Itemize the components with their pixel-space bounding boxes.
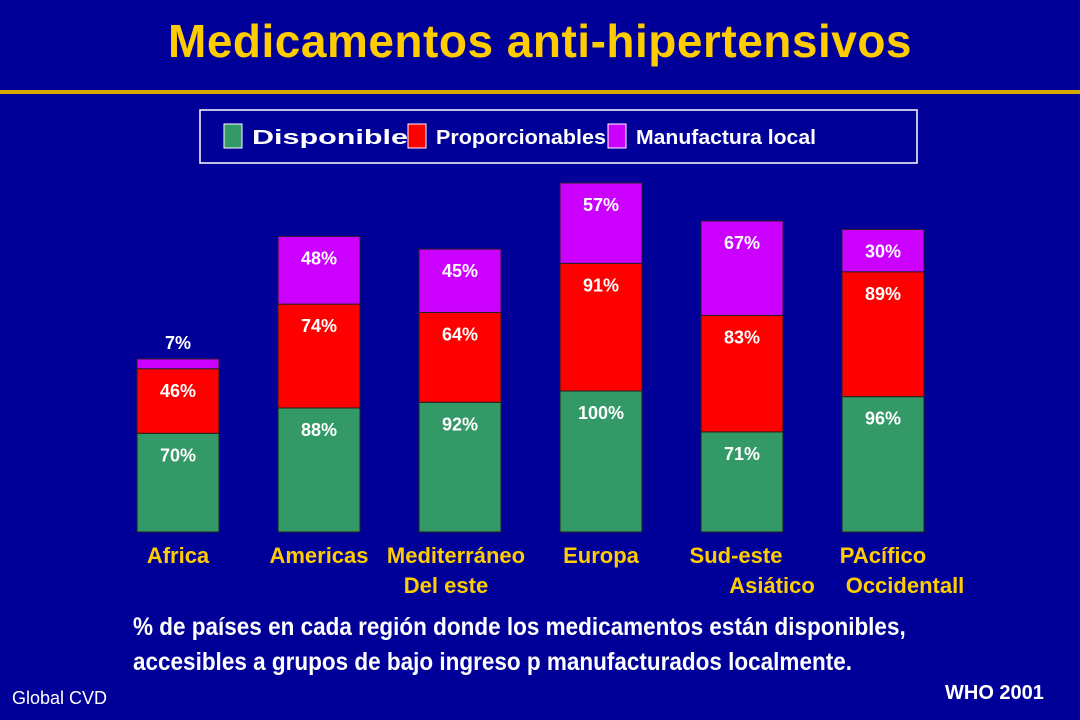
- legend-label-1: Disponible: [252, 127, 408, 149]
- footer-source-right: WHO 2001: [945, 682, 1044, 704]
- category-label-5-line-2: Asiático: [729, 573, 815, 598]
- legend-box: [199, 109, 918, 164]
- stacked-bar-chart: Disponible Proporcionables Manufactura loc…: [136, 109, 965, 598]
- category-label-6-line-2: Occidentall: [846, 573, 965, 598]
- bar-6-segment-1: [841, 396, 925, 533]
- bar-1-label-3: 7%: [165, 333, 191, 353]
- bar-4-segment-1: [559, 390, 643, 533]
- bar-2-label-1: 88%: [301, 420, 337, 440]
- bar-2-label-2: 74%: [301, 316, 337, 336]
- category-label-6-line-1: PAcífico: [840, 543, 926, 568]
- bar-5-segment-3: [700, 220, 784, 316]
- bar-6-segment-3: [841, 228, 925, 273]
- bar-5-label-3: 67%: [724, 233, 760, 253]
- bar-1-segment-2: [136, 368, 220, 434]
- category-label-4-line-1: Europa: [563, 543, 640, 568]
- category-label-3-line-2: Del este: [404, 573, 488, 598]
- bar-3-segment-1: [418, 401, 502, 533]
- bar-2-segment-1: [277, 407, 361, 533]
- legend-swatch-3: [607, 123, 627, 149]
- bar-5-label-1: 71%: [724, 444, 760, 464]
- bar-6-label-2: 89%: [865, 284, 901, 304]
- bar-2-label-3: 48%: [301, 248, 337, 268]
- bar-2-segment-2: [277, 303, 361, 409]
- legend-swatch-2: [407, 123, 427, 149]
- bar-4-label-1: 100%: [578, 403, 624, 423]
- bar-3-segment-3: [418, 248, 502, 313]
- bar-6-segment-2: [841, 271, 925, 398]
- legend-label-2: Proporcionables: [436, 127, 606, 149]
- caption-line-1: % de países en cada región donde los med…: [133, 613, 906, 641]
- page-title: Medicamentos anti-hipertensivos: [168, 15, 912, 67]
- bar-4-label-2: 91%: [583, 275, 619, 295]
- bar-6-label-1: 96%: [865, 409, 901, 429]
- category-label-5-line-1: Sud-este: [690, 543, 783, 568]
- bar-1-label-1: 70%: [160, 445, 196, 465]
- bar-4-segment-3: [559, 182, 643, 264]
- chart-caption: % de países en cada región donde los med…: [133, 610, 961, 680]
- bar-1-segment-1: [136, 432, 220, 533]
- bar-1-label-2: 46%: [160, 381, 196, 401]
- caption-line-2: accesibles a grupos de bajo ingreso p ma…: [133, 648, 852, 676]
- title-divider: [0, 90, 1080, 94]
- category-label-2-line-1: Americas: [269, 543, 368, 568]
- bar-1-segment-3: [136, 358, 220, 370]
- bar-2-segment-3: [277, 235, 361, 305]
- bar-5-segment-1: [700, 431, 784, 533]
- legend-swatch-1: [223, 123, 243, 149]
- bar-3-label-1: 92%: [442, 414, 478, 434]
- bar-4-label-3: 57%: [583, 195, 619, 215]
- category-label-3-line-1: Mediterráneo: [387, 543, 525, 568]
- legend-label-3: Manufactura local: [636, 127, 816, 149]
- bar-3-label-2: 64%: [442, 324, 478, 344]
- bar-3-segment-2: [418, 311, 502, 403]
- category-label-1-line-1: Africa: [147, 543, 210, 568]
- bar-5-label-2: 83%: [724, 327, 760, 347]
- bar-5-segment-2: [700, 314, 784, 433]
- bar-3-label-3: 45%: [442, 261, 478, 281]
- bar-6-label-3: 30%: [865, 241, 901, 261]
- footer-source-left: Global CVD: [12, 688, 108, 708]
